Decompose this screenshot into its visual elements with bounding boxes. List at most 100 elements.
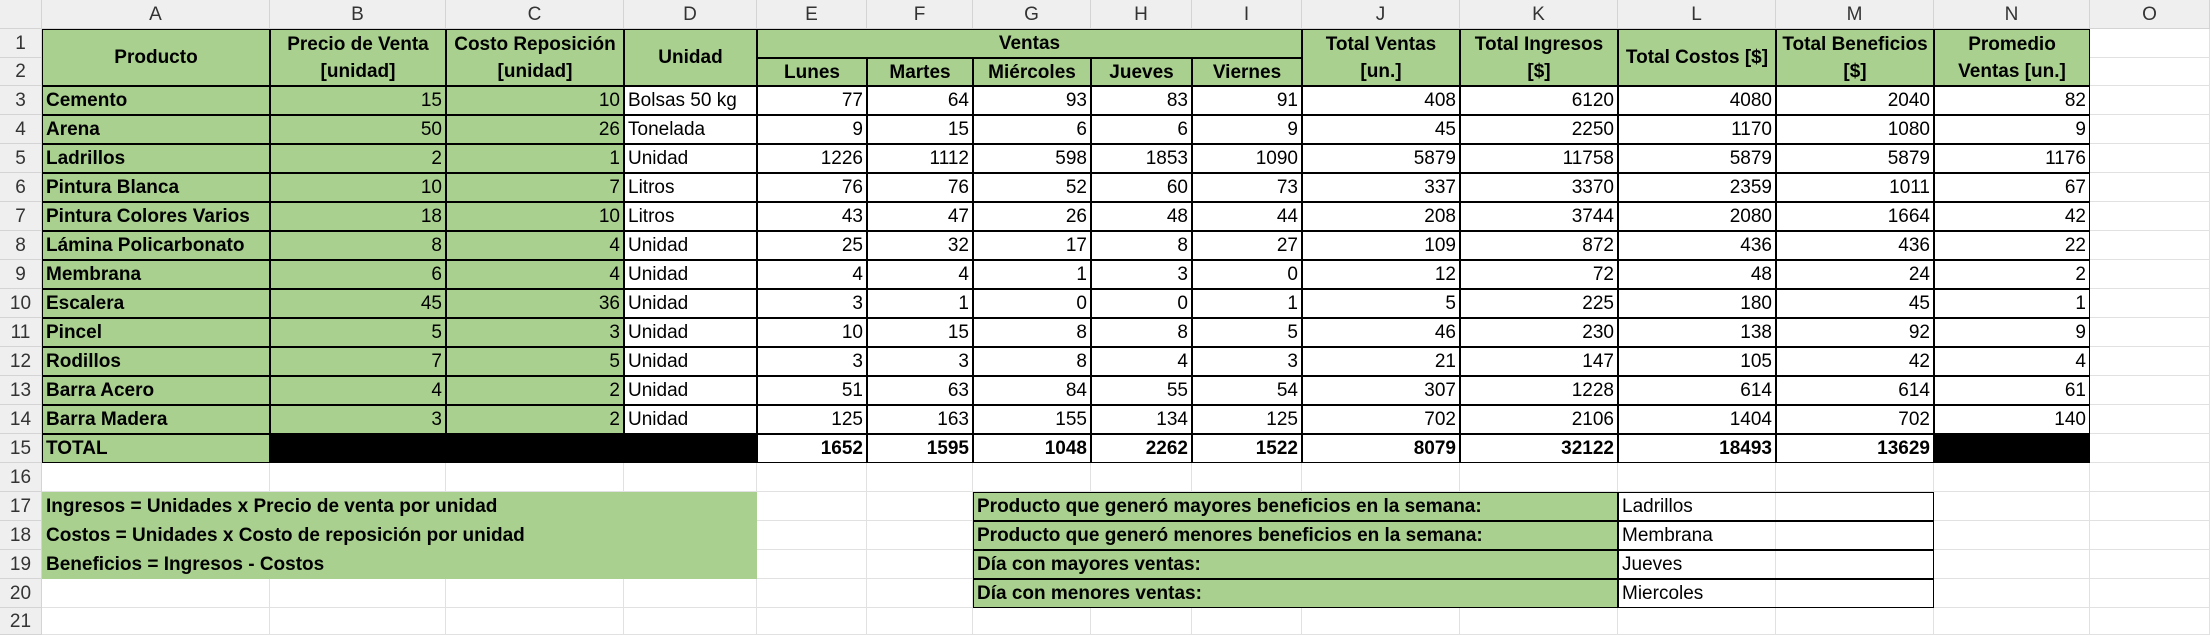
value-lun[interactable]: 76 [757,173,867,202]
grid-cell[interactable] [624,318,757,347]
value-lun[interactable]: 125 [757,405,867,434]
grid-cell[interactable] [1934,202,2090,231]
precio-venta-value[interactable]: 50 [270,115,446,144]
row-header-18[interactable]: 18 [0,521,42,550]
value-vie[interactable]: 91 [1192,86,1302,115]
value-lun[interactable]: 3 [757,347,867,376]
unidad-value[interactable]: Unidad [624,260,757,289]
column-header-k[interactable]: K [1460,0,1618,29]
grid-cell[interactable] [1091,318,1192,347]
value-mar[interactable]: 1 [867,289,973,318]
costo-reposicion-value[interactable]: 4 [446,231,624,260]
grid-cell[interactable] [1618,405,1776,434]
column-header-c[interactable]: C [446,0,624,29]
value-mie[interactable]: 93 [973,86,1091,115]
grid-cell[interactable] [1618,434,1776,463]
value-ti[interactable]: 872 [1460,231,1618,260]
grid-cell[interactable] [973,202,1091,231]
grid-cell[interactable] [1302,434,1460,463]
grid-cell[interactable] [973,289,1091,318]
value-tb[interactable]: 42 [1776,347,1934,376]
value-ti[interactable]: 147 [1460,347,1618,376]
value-mie[interactable]: 8 [973,318,1091,347]
grid-cell[interactable] [1460,434,1618,463]
grid-cell[interactable] [1934,289,2090,318]
value-jue[interactable]: 8 [1091,231,1192,260]
grid-cell[interactable] [1192,260,1302,289]
value-jue[interactable]: 48 [1091,202,1192,231]
grid-cell[interactable] [1460,173,1618,202]
grid-cell[interactable] [973,405,1091,434]
grid-cell[interactable] [2090,376,2210,405]
grid-cell[interactable] [270,463,446,492]
summary-label[interactable]: Día con menores ventas: [973,579,1618,608]
product-name[interactable]: Rodillos [42,347,270,376]
value-ti[interactable]: 6120 [1460,86,1618,115]
grid-cell[interactable] [624,347,757,376]
grid-cell[interactable] [867,579,973,608]
grid-cell[interactable] [624,115,757,144]
value-mie[interactable]: 155 [973,405,1091,434]
value-vie[interactable]: 44 [1192,202,1302,231]
value-mar[interactable]: 76 [867,173,973,202]
value-tv[interactable]: 208 [1302,202,1460,231]
select-all-corner[interactable] [0,0,42,29]
grid-cell[interactable] [1460,115,1618,144]
value-pr[interactable]: 82 [1934,86,2090,115]
summary-value[interactable]: Jueves [1618,550,1934,579]
row-header-11[interactable]: 11 [0,318,42,347]
grid-cell[interactable] [973,376,1091,405]
grid-cell[interactable] [1776,463,1934,492]
row-header-10[interactable]: 10 [0,289,42,318]
value-mie[interactable]: 26 [973,202,1091,231]
value-ti[interactable]: 11758 [1460,144,1618,173]
value-lun[interactable]: 3 [757,289,867,318]
value-vie[interactable]: 9 [1192,115,1302,144]
grid-cell[interactable] [1934,115,2090,144]
unidad-value[interactable]: Bolsas 50 kg [624,86,757,115]
grid-cell[interactable] [867,521,973,550]
header-day-2[interactable]: Miércoles [973,58,1091,86]
unidad-value[interactable]: Unidad [624,289,757,318]
value-tc[interactable]: 2080 [1618,202,1776,231]
grid-cell[interactable] [1618,86,1776,115]
grid-cell[interactable] [1460,260,1618,289]
grid-cell[interactable] [2090,434,2210,463]
product-name[interactable]: Arena [42,115,270,144]
grid-cell[interactable] [2090,405,2210,434]
value-pr[interactable]: 61 [1934,376,2090,405]
summary-value[interactable]: Miercoles [1618,579,1934,608]
grid-cell[interactable] [1091,347,1192,376]
summary-value[interactable]: Membrana [1618,521,1934,550]
value-tc[interactable]: 4080 [1618,86,1776,115]
value-vie[interactable]: 1 [1192,289,1302,318]
grid-cell[interactable] [1460,202,1618,231]
value-pr[interactable]: 1176 [1934,144,2090,173]
row-header-5[interactable]: 5 [0,144,42,173]
column-header-a[interactable]: A [42,0,270,29]
grid-cell[interactable] [1934,492,2090,521]
value-mar[interactable]: 64 [867,86,973,115]
value-ti[interactable]: 3744 [1460,202,1618,231]
value-tb[interactable]: 1011 [1776,173,1934,202]
value-tc[interactable]: 436 [1618,231,1776,260]
grid-cell[interactable] [1302,115,1460,144]
costo-reposicion-value[interactable]: 2 [446,405,624,434]
grid-cell[interactable] [2090,144,2210,173]
row-header-15[interactable]: 15 [0,434,42,463]
grid-cell[interactable] [42,463,270,492]
value-lun[interactable]: 43 [757,202,867,231]
value-mar[interactable]: 47 [867,202,973,231]
grid-cell[interactable] [624,376,757,405]
grid-cell[interactable] [1776,115,1934,144]
costo-reposicion-value[interactable]: 36 [446,289,624,318]
grid-cell[interactable] [1192,144,1302,173]
grid-cell[interactable] [867,289,973,318]
value-mar[interactable]: 15 [867,318,973,347]
grid-cell[interactable] [867,202,973,231]
grid-cell[interactable] [1460,405,1618,434]
value-mie[interactable]: 8 [973,347,1091,376]
value-vie[interactable]: 1090 [1192,144,1302,173]
total-mar[interactable]: 1595 [867,434,973,463]
grid-cell[interactable] [446,579,624,608]
